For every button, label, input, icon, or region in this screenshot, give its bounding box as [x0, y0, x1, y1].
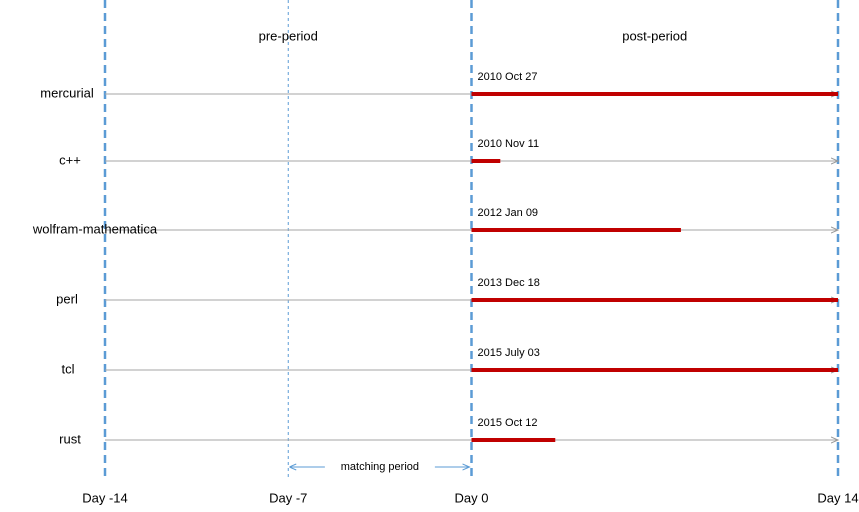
category-label: mercurial — [40, 85, 94, 100]
x-tick-label: Day 14 — [817, 490, 858, 505]
category-label: tcl — [62, 361, 75, 376]
date-label: 2013 Dec 18 — [478, 277, 540, 289]
category-label: rust — [59, 431, 81, 446]
date-label: 2012 Jan 09 — [478, 207, 539, 219]
category-label: perl — [56, 291, 78, 306]
x-tick-label: Day -14 — [82, 490, 128, 505]
category-label: wolfram-mathematica — [32, 221, 158, 236]
x-tick-label: Day 0 — [455, 490, 489, 505]
date-label: 2010 Oct 27 — [478, 71, 538, 83]
annotation: matching period — [341, 461, 419, 473]
date-label: 2015 Oct 12 — [478, 417, 538, 429]
date-label: 2015 July 03 — [478, 347, 540, 359]
x-tick-label: Day -7 — [269, 490, 307, 505]
annotation: post-period — [622, 28, 687, 43]
annotation: pre-period — [259, 28, 318, 43]
annotation-bg — [324, 459, 435, 475]
date-label: 2010 Nov 11 — [478, 138, 540, 150]
category-label: c++ — [59, 152, 81, 167]
